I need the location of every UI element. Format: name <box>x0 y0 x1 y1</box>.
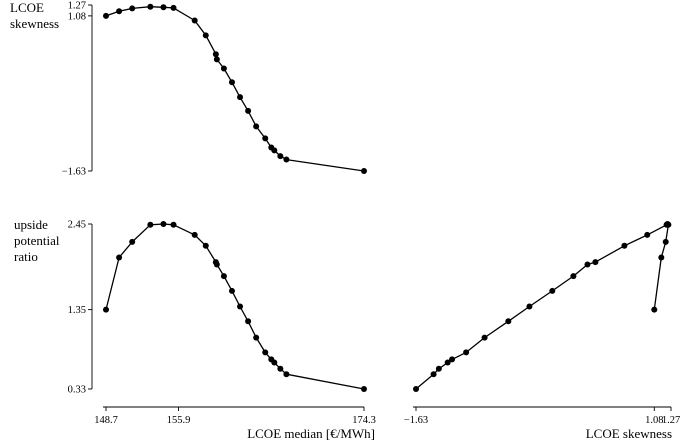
y-tick-label: 0.33 <box>68 385 86 396</box>
x-tick-label: 1.27 <box>662 415 680 426</box>
data-point <box>129 238 136 245</box>
data-point <box>191 231 198 238</box>
data-point <box>644 231 651 238</box>
data-point <box>361 386 367 392</box>
x-tick-label: 155.9 <box>167 415 191 426</box>
data-point <box>283 371 290 378</box>
data-points <box>413 221 672 392</box>
panel-1: 1.271.08 −1.63 LCOE skewness <box>10 0 367 178</box>
y-axis-label-line: upside <box>14 217 48 232</box>
data-point <box>662 238 669 245</box>
y-tick-label: 1.35 <box>68 305 86 316</box>
data-point <box>481 334 488 341</box>
data-point <box>129 5 136 12</box>
data-point <box>116 8 123 15</box>
panel-2: 2.45 1.35 0.33 upside potential ratio 148.7 155… <box>14 217 376 441</box>
y-tick-label: 2.45 <box>68 220 86 231</box>
data-points <box>103 221 367 392</box>
y-axis-label-line: potential <box>14 233 60 248</box>
data-point <box>463 349 470 356</box>
y-tick-label: 1.08 <box>68 11 86 22</box>
data-point <box>213 56 220 63</box>
x-tick-label: 174.3 <box>352 415 376 426</box>
data-point <box>170 4 177 11</box>
data-point <box>663 221 670 228</box>
data-point <box>160 221 167 227</box>
data-point <box>202 242 209 249</box>
data-point <box>262 349 269 356</box>
data-point <box>116 254 123 261</box>
x-tick-label: 148.7 <box>94 415 118 426</box>
data-point <box>191 17 198 24</box>
y-axis-label-line: ratio <box>14 249 38 264</box>
data-point <box>277 153 284 160</box>
data-point <box>526 303 533 310</box>
y-tick-label: −1.63 <box>62 167 86 178</box>
y-axis-label: upside potential ratio <box>14 217 60 264</box>
series-line <box>105 6 365 172</box>
y-axis-label-line: LCOE <box>10 0 44 15</box>
data-point <box>245 318 252 325</box>
data-point <box>160 4 167 11</box>
data-point <box>621 242 628 249</box>
data-point <box>228 287 235 294</box>
x-axis-label: LCOE skewness <box>586 426 672 441</box>
data-point <box>147 221 154 228</box>
data-point <box>361 168 367 174</box>
data-point <box>435 365 442 372</box>
data-point <box>271 147 278 154</box>
data-point <box>413 386 419 392</box>
data-point <box>170 221 177 228</box>
data-point <box>220 273 227 280</box>
data-points <box>103 3 367 174</box>
data-point <box>220 65 227 72</box>
data-point <box>213 261 220 268</box>
data-point <box>253 334 260 341</box>
data-point <box>277 365 284 372</box>
data-point <box>228 79 235 86</box>
series-line <box>105 223 365 390</box>
data-point <box>253 123 260 130</box>
data-point <box>444 359 451 366</box>
y-axis: 2.45 1.35 0.33 <box>68 220 93 396</box>
y-tick-label: 1.27 <box>68 1 86 12</box>
data-point <box>147 3 154 10</box>
data-point <box>570 273 577 280</box>
data-point <box>658 254 665 261</box>
x-axis: 148.7 155.9 174.3 <box>94 406 376 426</box>
data-point <box>449 356 456 363</box>
series-line <box>415 223 670 390</box>
data-point <box>651 306 658 313</box>
x-axis-label: LCOE median [€/MWh] <box>247 426 375 441</box>
y-axis: 1.271.08 −1.63 <box>62 1 93 178</box>
data-point <box>505 318 512 325</box>
x-tick-label: −1.63 <box>404 415 428 426</box>
data-point <box>592 259 599 266</box>
x-axis: −1.63 1.081.27 <box>404 406 680 426</box>
data-point <box>237 94 244 101</box>
data-point <box>549 287 556 294</box>
data-point <box>584 261 591 268</box>
data-point <box>430 371 437 378</box>
data-point <box>271 359 278 366</box>
y-axis-label: LCOE skewness <box>10 0 59 31</box>
y-axis-label-line: skewness <box>10 16 59 31</box>
x-tick-label: 1.08 <box>645 415 663 426</box>
data-point <box>212 51 219 58</box>
data-point <box>262 135 269 142</box>
data-point <box>103 12 109 19</box>
data-point <box>103 306 109 313</box>
data-point <box>202 32 209 39</box>
data-point <box>237 303 244 310</box>
data-point <box>245 107 252 114</box>
data-point <box>283 156 290 163</box>
